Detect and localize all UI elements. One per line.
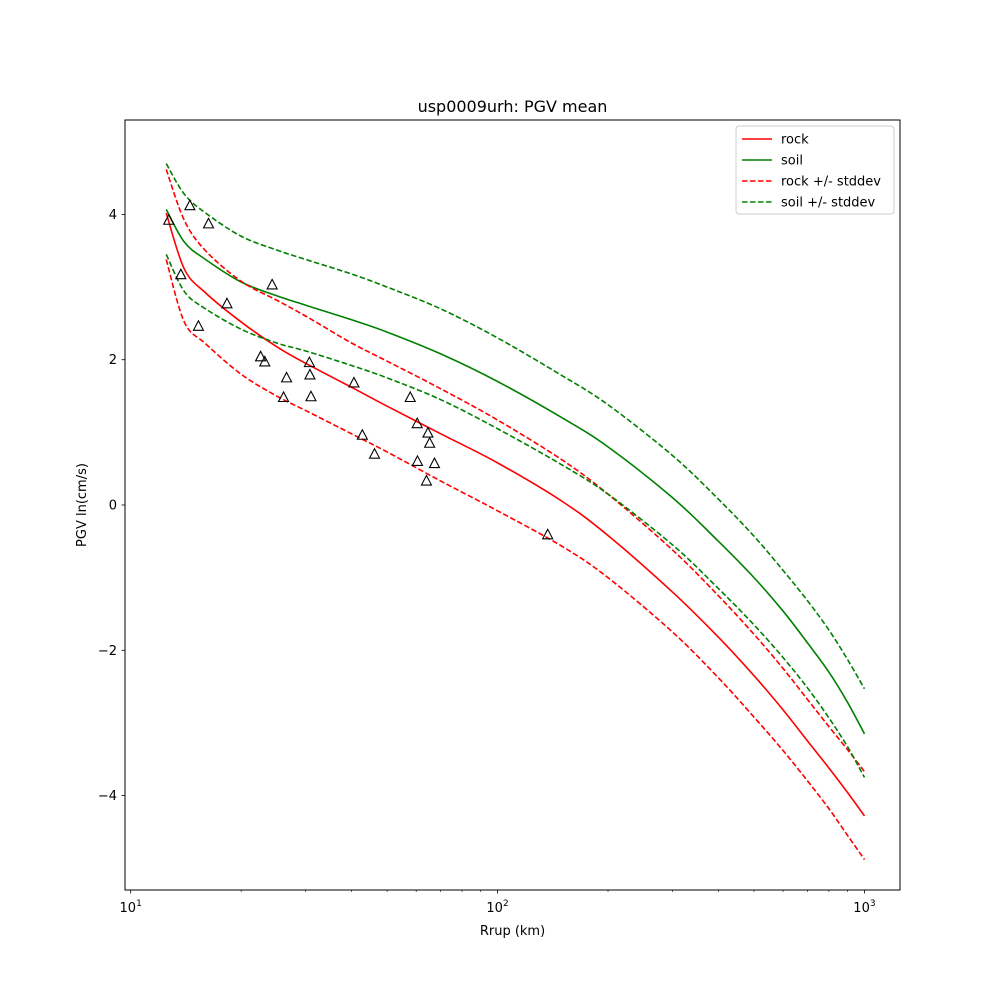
- observation-marker: [541, 528, 554, 540]
- observation-marker: [202, 217, 215, 229]
- y-tick-label: −4: [98, 789, 117, 804]
- legend-label-rock: rock: [781, 133, 809, 148]
- series-line-rock-stddev: [165, 169, 866, 773]
- chart-title: usp0009urh: PGV mean: [418, 97, 608, 116]
- x-axis-ticks: 101 102 103: [120, 890, 876, 916]
- y-tick-label: 4: [109, 208, 117, 223]
- observation-marker: [192, 319, 205, 331]
- observation-markers: [162, 199, 554, 540]
- x-tick-label: 102: [486, 899, 508, 916]
- observation-marker: [254, 350, 267, 362]
- observation-marker: [221, 297, 233, 309]
- x-tick-label: 103: [853, 899, 875, 916]
- observation-marker: [428, 456, 441, 469]
- y-tick-label: 0: [109, 499, 117, 514]
- y-axis-ticks: −4 −2 0 2 4: [98, 208, 125, 804]
- observation-marker: [277, 390, 290, 403]
- observation-marker: [280, 371, 293, 383]
- legend: rock soil rock +/- stddev soil +/- stddev: [735, 125, 895, 215]
- observation-marker: [174, 268, 187, 280]
- y-tick-label: 2: [109, 353, 117, 368]
- observation-marker: [368, 447, 381, 459]
- observation-marker: [266, 278, 279, 290]
- legend-label-soil-stddev: soil +/- stddev: [781, 196, 876, 211]
- legend-label-soil: soil: [781, 154, 803, 169]
- observation-marker: [348, 376, 360, 388]
- observation-marker: [356, 428, 369, 440]
- observation-marker: [422, 426, 434, 438]
- y-axis-label: PGV ln(cm/s): [75, 463, 90, 547]
- series-layer: [165, 163, 866, 860]
- y-tick-label: −2: [98, 644, 117, 659]
- series-line-soil-stddev: [165, 163, 866, 690]
- observation-marker: [404, 390, 417, 403]
- legend-label-rock-stddev: rock +/- stddev: [781, 175, 881, 190]
- legend-items: rock soil rock +/- stddev soil +/- stddev: [742, 133, 881, 211]
- series-line-soil-stddev-2: [165, 254, 866, 778]
- observation-marker: [411, 416, 424, 429]
- observation-marker: [420, 474, 433, 486]
- observation-marker: [183, 199, 196, 211]
- observation-marker: [303, 355, 316, 368]
- observation-marker: [162, 213, 175, 225]
- observation-marker: [305, 390, 317, 402]
- observation-marker: [423, 436, 436, 448]
- legend-box: [735, 125, 895, 215]
- series-line-rock: [165, 212, 866, 817]
- observation-marker: [258, 355, 271, 367]
- x-axis-label: Rrup (km): [480, 924, 545, 939]
- observation-marker: [411, 454, 424, 466]
- observation-marker: [304, 368, 316, 380]
- series-line-rock-stddev-2: [165, 259, 866, 860]
- x-tick-label: 101: [120, 899, 142, 916]
